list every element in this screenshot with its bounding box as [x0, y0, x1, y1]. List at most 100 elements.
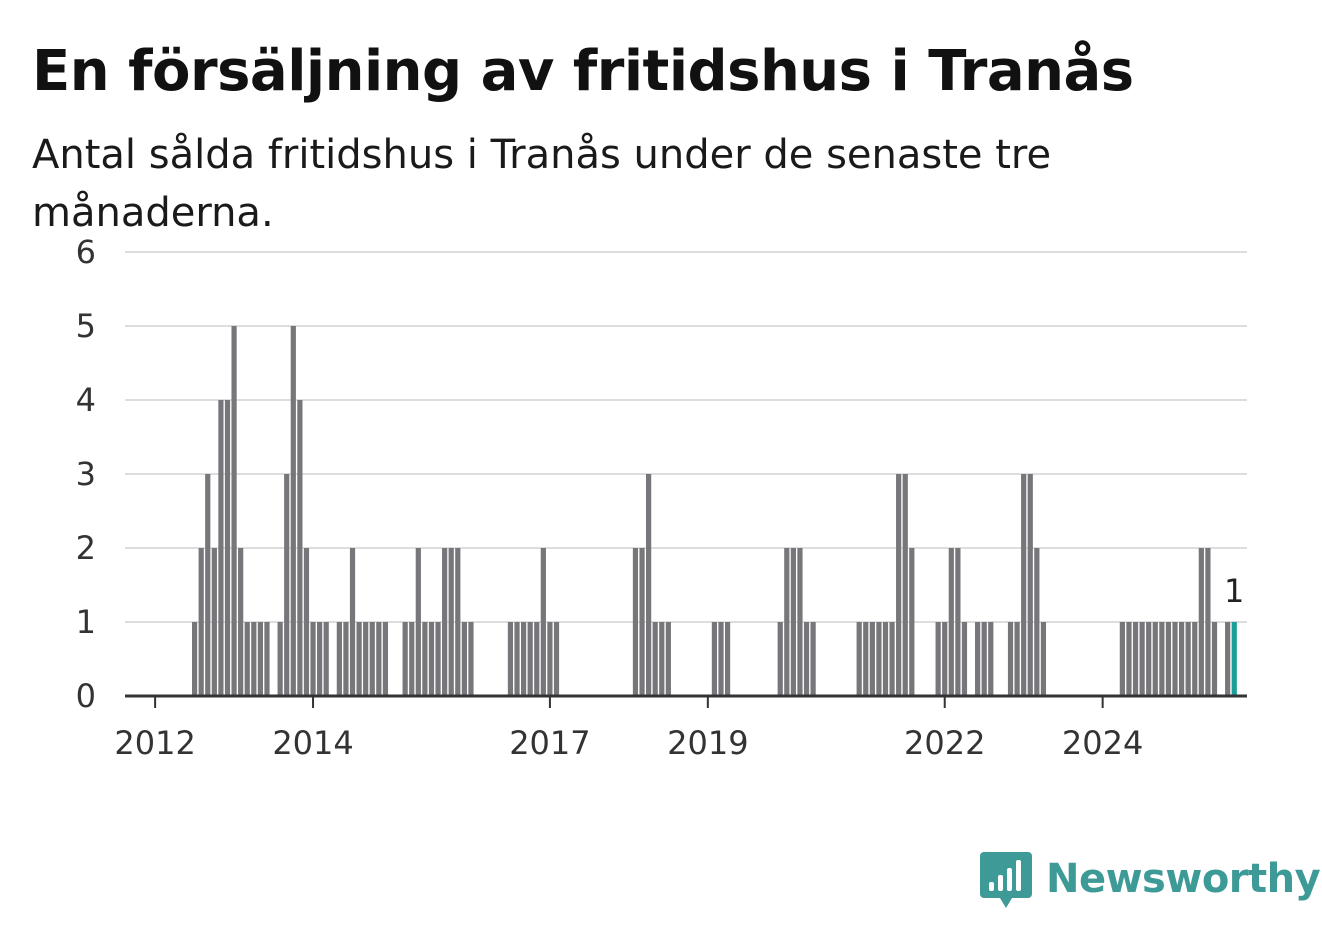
bar [514, 622, 520, 696]
bar [409, 622, 415, 696]
bar [790, 548, 796, 696]
bar [1225, 622, 1231, 696]
bar [1126, 622, 1132, 696]
bar [1159, 622, 1165, 696]
bar [1198, 548, 1204, 696]
bar-latest [1231, 622, 1237, 696]
x-tick-label: 2022 [904, 724, 985, 762]
bar [909, 548, 915, 696]
bar [428, 622, 435, 696]
x-tick-label: 2019 [667, 724, 748, 762]
bar [192, 622, 198, 696]
bar [534, 622, 540, 696]
bar [652, 622, 658, 696]
bar [1139, 622, 1145, 696]
bar [1027, 474, 1033, 696]
bar [942, 622, 948, 696]
x-tick-label: 2014 [272, 724, 353, 762]
bar [902, 474, 908, 696]
bar [639, 548, 645, 696]
bar [718, 622, 724, 696]
bar [205, 474, 211, 696]
bar [257, 622, 263, 696]
bar [461, 622, 467, 696]
bar [876, 622, 882, 696]
bar [961, 622, 968, 696]
bar [784, 548, 790, 696]
bar [1007, 622, 1014, 696]
bar [442, 548, 448, 696]
bar [553, 622, 560, 696]
bar [777, 622, 783, 696]
bar [1146, 622, 1152, 696]
bar [211, 548, 217, 696]
y-axis-ticks: 0 1 2 3 4 5 6 [76, 233, 96, 715]
bar [218, 400, 224, 696]
bar [290, 326, 296, 696]
bar [297, 400, 303, 696]
x-tick-label: 2012 [114, 724, 195, 762]
bar [382, 622, 389, 696]
bar [981, 622, 987, 696]
bar [402, 622, 408, 696]
bar [948, 548, 954, 696]
bar [231, 326, 237, 696]
bar [896, 474, 902, 696]
bar [349, 548, 356, 696]
bar [336, 622, 342, 696]
chart-subtitle: Antal sålda fritidshus i Tranås under de… [32, 132, 1052, 236]
bar [303, 548, 310, 696]
bar [863, 622, 869, 696]
y-tick-label: 3 [76, 455, 96, 493]
bar [882, 622, 889, 696]
bar [540, 548, 546, 696]
data-labels: 1 [1224, 572, 1244, 610]
bar [547, 622, 553, 696]
bar [1172, 622, 1178, 696]
latest-value-label: 1 [1224, 572, 1244, 610]
bar [1152, 622, 1158, 696]
bar [468, 622, 474, 696]
bar [1179, 622, 1185, 696]
bars [192, 326, 1237, 696]
bar [224, 400, 231, 696]
bar [665, 622, 671, 696]
bar [1165, 622, 1172, 696]
bar [1014, 622, 1020, 696]
x-tick-label: 2024 [1062, 724, 1143, 762]
bar [1021, 474, 1027, 696]
bar [935, 622, 941, 696]
y-tick-label: 0 [76, 677, 96, 715]
bar [889, 622, 895, 696]
bar [955, 548, 961, 696]
chart-title: En försäljning av fritidshus i Tranås [32, 39, 1134, 104]
bar [323, 622, 329, 696]
bar [803, 622, 810, 696]
bar [1119, 622, 1125, 696]
y-tick-label: 4 [76, 381, 96, 419]
bar [521, 622, 527, 696]
bar [724, 622, 731, 696]
bar [422, 622, 428, 696]
bar [1192, 622, 1198, 696]
newsworthy-bar-chart-icon [980, 852, 1032, 908]
bar [856, 622, 862, 696]
bar [455, 548, 461, 696]
bar [415, 548, 421, 696]
bar [369, 622, 375, 696]
bar [1132, 622, 1139, 696]
bar [356, 622, 362, 696]
bar [1040, 622, 1047, 696]
bar [343, 622, 349, 696]
bar [1205, 548, 1211, 696]
bar [988, 622, 994, 696]
bar [310, 622, 316, 696]
bar [198, 548, 204, 696]
bar [646, 474, 652, 696]
y-tick-label: 5 [76, 307, 96, 345]
bar [1211, 622, 1218, 696]
bar [869, 622, 875, 696]
y-tick-label: 2 [76, 529, 96, 567]
y-tick-label: 1 [76, 603, 96, 641]
bar [975, 622, 981, 696]
